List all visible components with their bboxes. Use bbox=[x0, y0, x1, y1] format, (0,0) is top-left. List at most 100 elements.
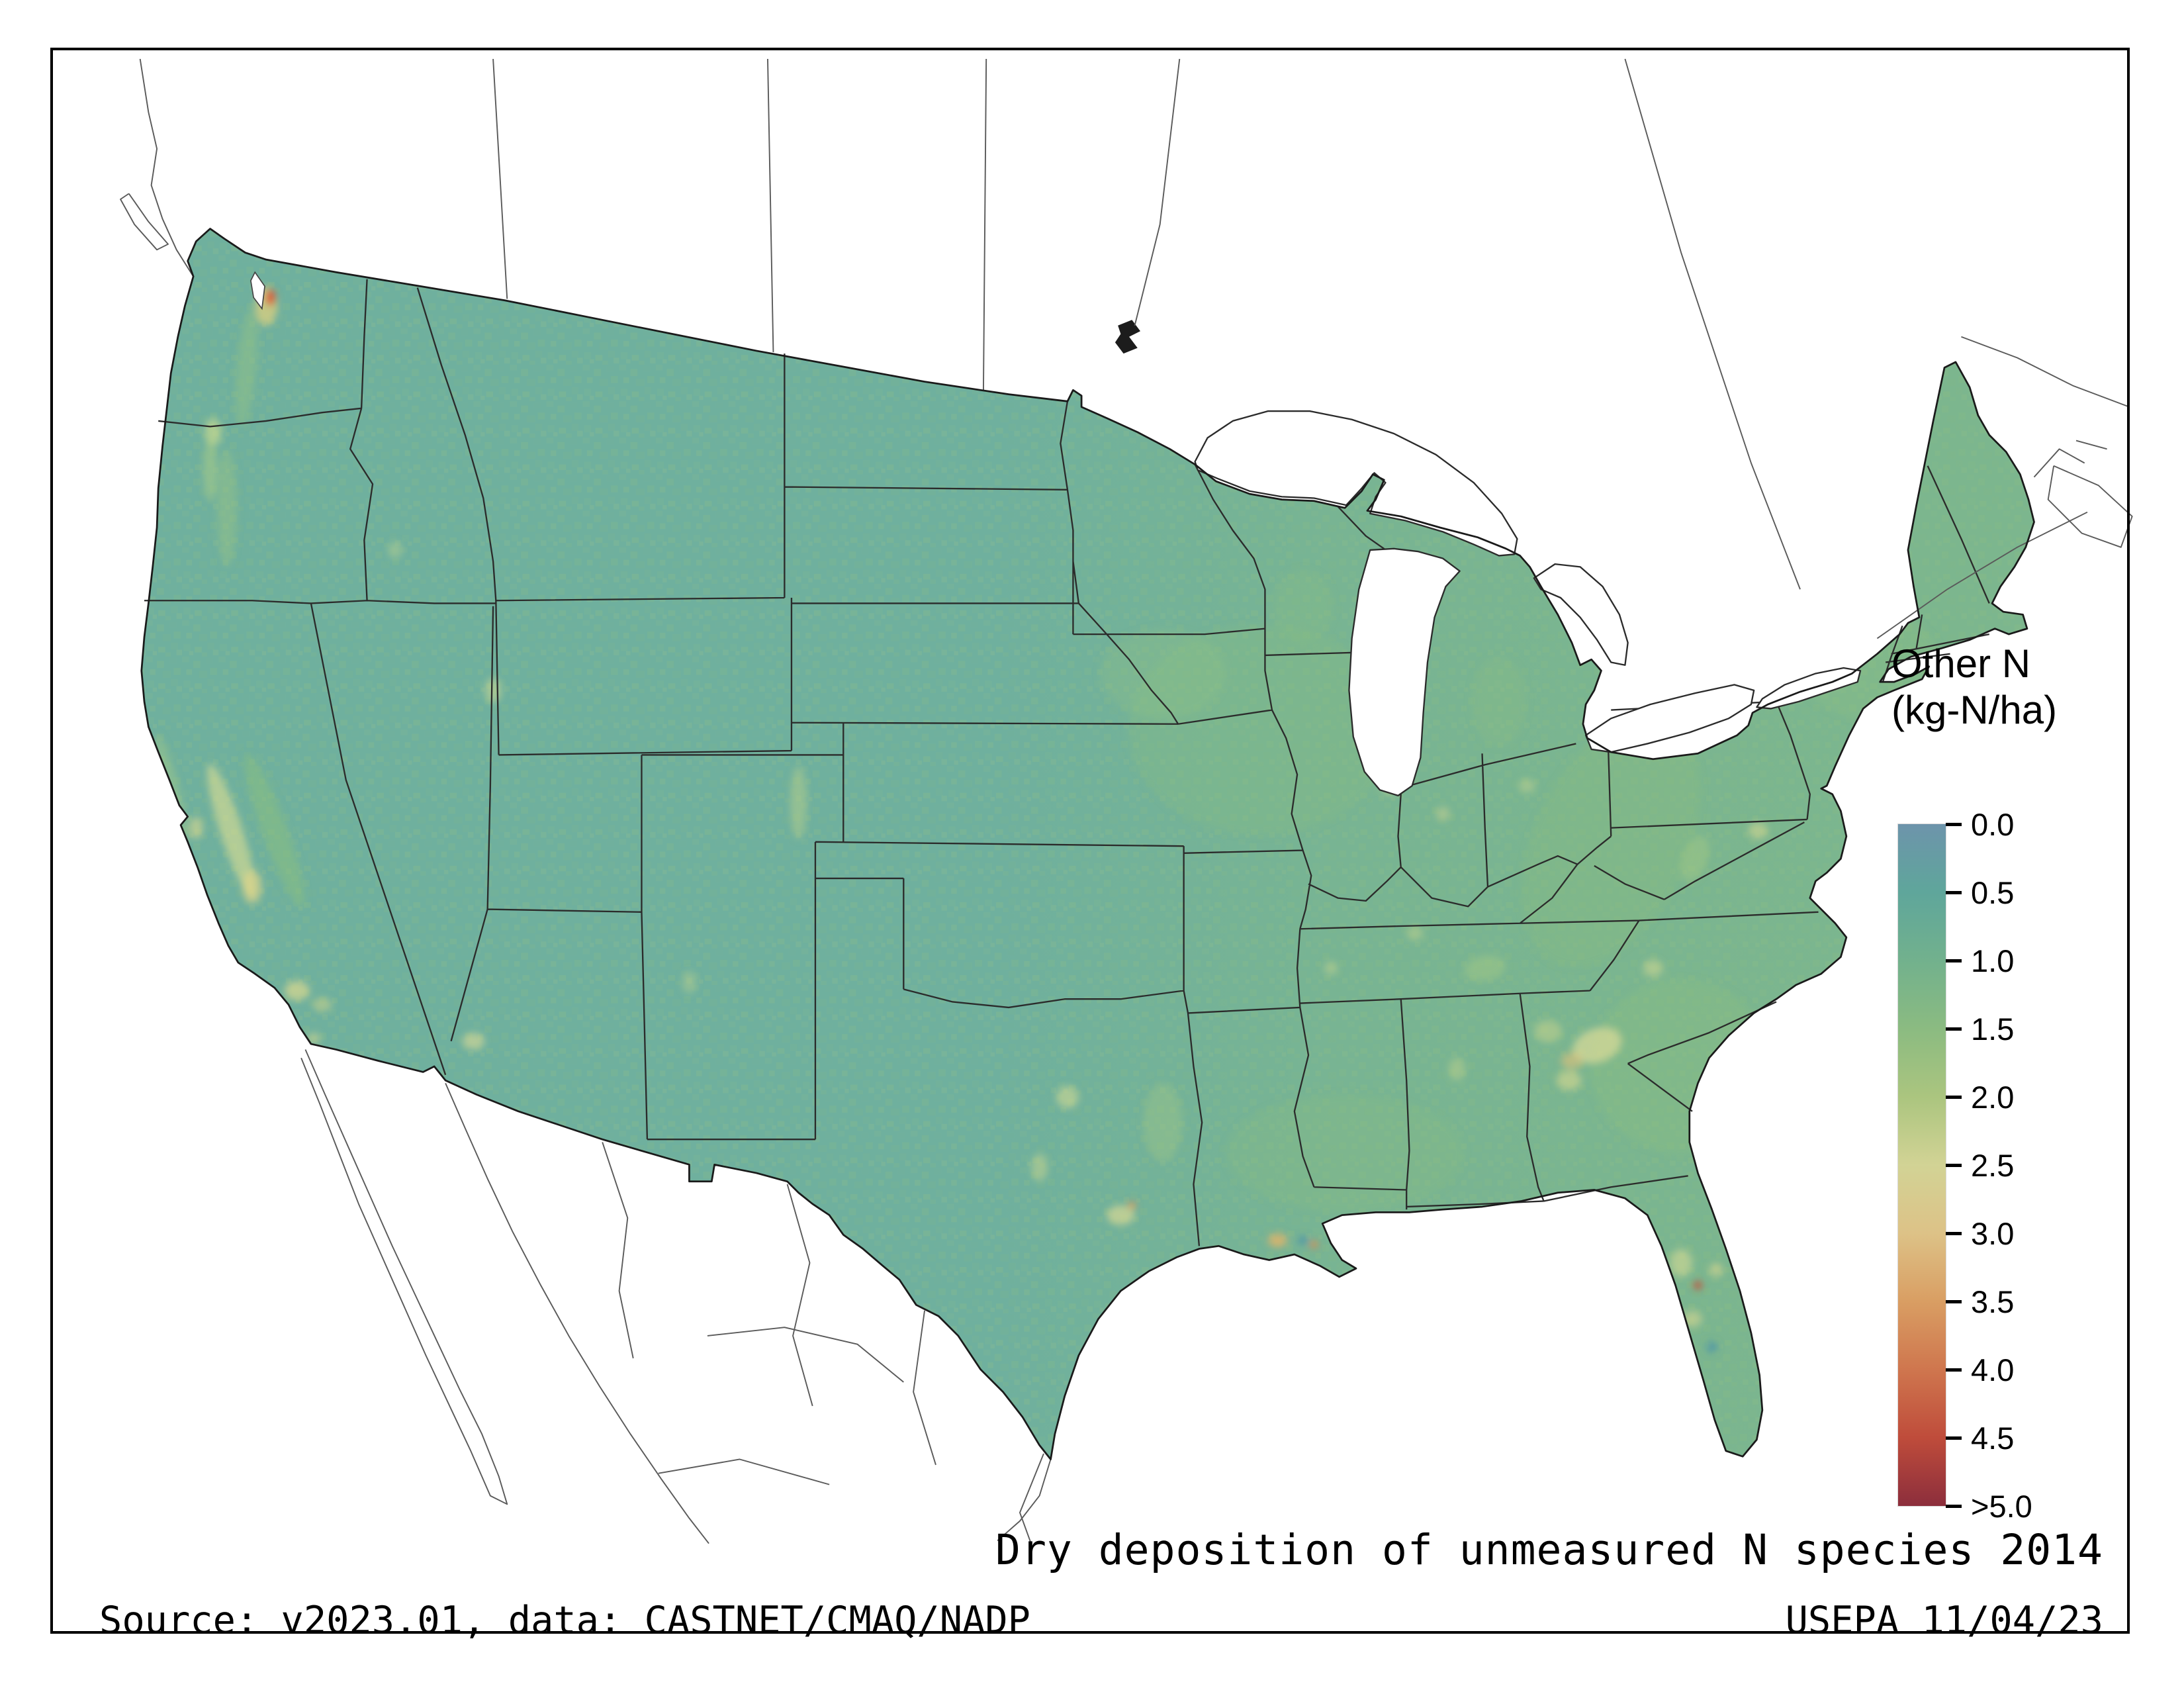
legend-colorbar-area: 0.0 0.5 1.0 1.5 2.0 2.5 3.0 3.5 4.0 4.5 >5.0 bbox=[1897, 807, 2176, 1524]
hotspot bbox=[1561, 1052, 1583, 1070]
legend-tick: 1.0 bbox=[1946, 943, 2015, 978]
hotspot bbox=[1590, 979, 1772, 1154]
lake-michigan bbox=[1348, 547, 1461, 797]
tick-label: 1.5 bbox=[1971, 1011, 2015, 1047]
hotspot bbox=[1680, 835, 1709, 882]
tick-label: 0.0 bbox=[1971, 806, 2015, 842]
legend-tick: 2.0 bbox=[1946, 1079, 2015, 1115]
legend-tick: 4.0 bbox=[1946, 1352, 2015, 1387]
hotspot bbox=[1556, 1070, 1582, 1091]
canada-borders bbox=[120, 58, 2133, 639]
tick-mark-icon bbox=[1946, 1027, 1962, 1031]
legend-tick: 0.5 bbox=[1946, 874, 2015, 910]
hotspot bbox=[312, 998, 332, 1012]
tick-label: >5.0 bbox=[1971, 1488, 2032, 1524]
lake-superior bbox=[1194, 410, 1518, 557]
legend-tick: 1.5 bbox=[1946, 1011, 2015, 1047]
legend-title-line2: (kg-N/ha) bbox=[1891, 687, 2058, 732]
hotspot bbox=[1107, 1205, 1135, 1225]
hotspot bbox=[1748, 822, 1768, 839]
hotspot bbox=[682, 970, 697, 994]
lake-huron bbox=[1533, 563, 1629, 666]
hotspot bbox=[1435, 806, 1450, 821]
hotspot bbox=[462, 1033, 485, 1050]
hotspot bbox=[1324, 961, 1338, 976]
tick-label: 2.5 bbox=[1971, 1147, 2015, 1183]
hotspot bbox=[1310, 1240, 1318, 1249]
lake-of-the-woods bbox=[1115, 320, 1141, 354]
hotspot bbox=[189, 816, 203, 839]
hotspot bbox=[1143, 1083, 1183, 1162]
hotspot bbox=[217, 449, 237, 567]
tick-label: 2.0 bbox=[1971, 1079, 2015, 1115]
legend-tick: 4.5 bbox=[1946, 1420, 2015, 1456]
tick-label: 4.0 bbox=[1971, 1352, 2015, 1387]
hotspot bbox=[1533, 1020, 1563, 1043]
tick-label: 3.0 bbox=[1971, 1215, 2015, 1251]
tick-mark-icon bbox=[1946, 959, 1962, 962]
source-text: Source: v2023.01, data: CASTNET/CMAQ/NAD… bbox=[99, 1599, 1030, 1642]
legend-tick: 2.5 bbox=[1946, 1147, 2015, 1183]
hotspot bbox=[1127, 1201, 1136, 1210]
tick-mark-icon bbox=[1946, 822, 1962, 826]
hotspot bbox=[203, 439, 218, 501]
hotspot bbox=[1518, 778, 1535, 793]
tick-mark-icon bbox=[1946, 1504, 1962, 1508]
hotspot bbox=[1226, 1094, 1464, 1213]
hotspot bbox=[244, 754, 305, 908]
hotspot bbox=[1030, 1153, 1048, 1182]
tick-label: 0.5 bbox=[1971, 874, 2015, 910]
tick-label: 3.5 bbox=[1971, 1284, 2015, 1319]
state-borders bbox=[144, 279, 1990, 1246]
hotspot bbox=[1267, 1233, 1288, 1248]
map-title: Dry deposition of unmeasured N species 2… bbox=[995, 1526, 2103, 1574]
tick-label: 4.5 bbox=[1971, 1420, 2015, 1456]
hotspot bbox=[242, 870, 262, 904]
tick-label: 1.0 bbox=[1971, 943, 2015, 978]
hotspot bbox=[1099, 628, 1226, 719]
tick-mark-icon bbox=[1946, 890, 1962, 894]
hotspot bbox=[790, 766, 807, 839]
hotspot bbox=[1056, 1086, 1079, 1109]
hotspot bbox=[1643, 959, 1663, 977]
legend-tick: 3.0 bbox=[1946, 1215, 2015, 1251]
puget-sound bbox=[250, 271, 265, 310]
hotspot bbox=[1572, 1027, 1621, 1064]
hotspot bbox=[1670, 1248, 1693, 1277]
agency-date-text: USEPA 11/04/23 bbox=[1785, 1599, 2103, 1642]
canada-mexico-borders bbox=[120, 58, 2133, 1544]
mexico-borders bbox=[300, 1049, 1052, 1544]
hotspot bbox=[206, 763, 255, 898]
legend-tick: 0.0 bbox=[1946, 806, 2015, 842]
hotspot bbox=[1709, 1262, 1723, 1277]
tick-mark-icon bbox=[1946, 1368, 1962, 1372]
hotspot bbox=[235, 308, 258, 427]
hotspot bbox=[1464, 955, 1506, 982]
hotspot bbox=[1521, 716, 1701, 967]
hotspot bbox=[265, 289, 275, 306]
hotspot bbox=[306, 1033, 321, 1045]
legend-title: Other N (kg-N/ha) bbox=[1891, 641, 2057, 733]
hotspot bbox=[1471, 657, 1527, 747]
tick-mark-icon bbox=[1946, 1299, 1962, 1303]
hotspot bbox=[388, 541, 402, 559]
legend-ticks: 0.0 0.5 1.0 1.5 2.0 2.5 3.0 3.5 4.0 4.5 >5.0 bbox=[1898, 807, 2176, 1524]
hotspot bbox=[1272, 569, 1334, 643]
hotspot bbox=[1694, 1281, 1702, 1290]
legend-title-line1: Other N bbox=[1891, 641, 2031, 686]
legend-tick: 3.5 bbox=[1946, 1284, 2015, 1319]
hotspot bbox=[1448, 1058, 1466, 1081]
tick-mark-icon bbox=[1946, 1095, 1962, 1099]
east-green-wash bbox=[141, 228, 2034, 1460]
tick-mark-icon bbox=[1946, 1163, 1962, 1167]
hotspot bbox=[484, 677, 502, 703]
hotspot bbox=[284, 980, 310, 1001]
tick-mark-icon bbox=[1946, 1231, 1962, 1235]
hotspot bbox=[1706, 1341, 1718, 1353]
legend-tick: >5.0 bbox=[1946, 1488, 2032, 1524]
tick-mark-icon bbox=[1946, 1436, 1962, 1440]
hotspot bbox=[1406, 926, 1424, 941]
hotspot bbox=[1297, 1236, 1309, 1245]
